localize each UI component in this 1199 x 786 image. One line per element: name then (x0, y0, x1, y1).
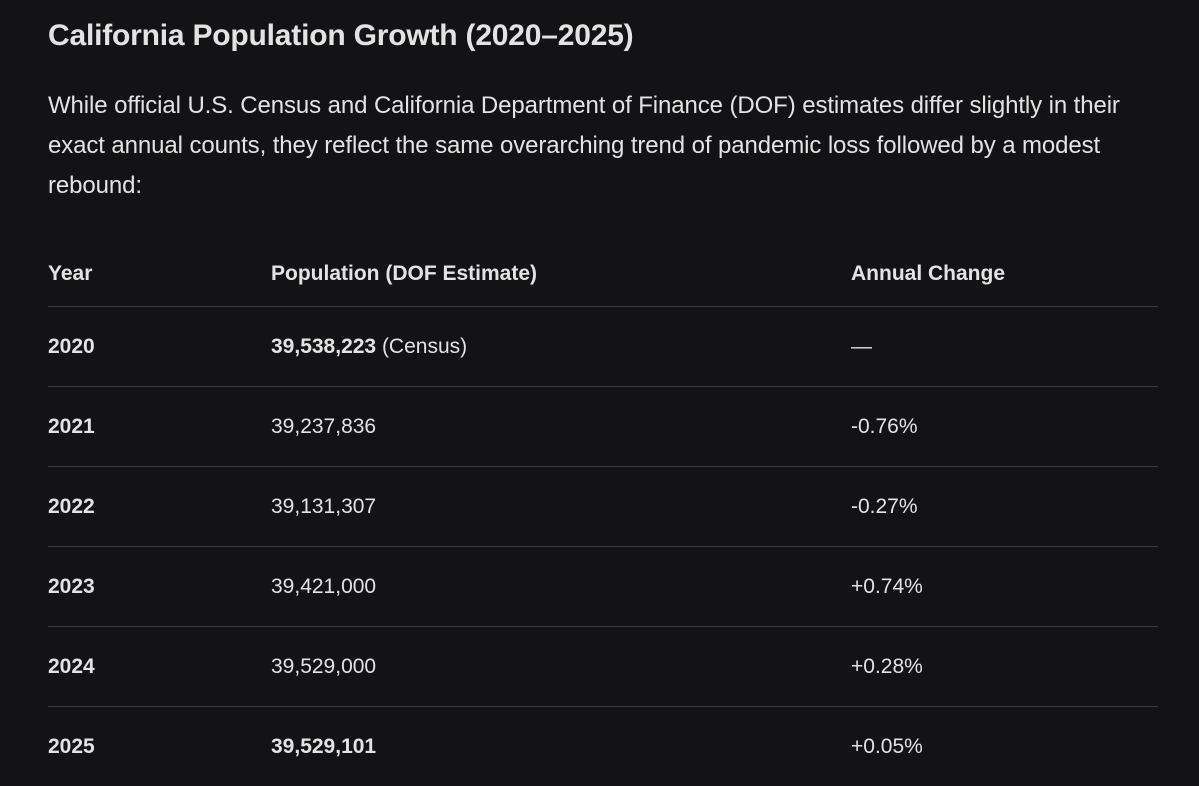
header-year: Year (48, 242, 271, 307)
table-row: 2025 39,529,101 +0.05% (48, 707, 1158, 786)
change-cell: — (851, 307, 1158, 387)
table-row: 2024 39,529,000 +0.28% (48, 627, 1158, 707)
table-header-row: Year Population (DOF Estimate) Annual Ch… (48, 242, 1158, 307)
population-note: (Census) (376, 335, 467, 358)
header-population: Population (DOF Estimate) (271, 242, 851, 307)
population-cell: 39,529,101 (271, 707, 851, 786)
change-cell: +0.05% (851, 707, 1158, 786)
section-heading: California Population Growth (2020–2025) (48, 0, 1158, 60)
population-table: Year Population (DOF Estimate) Annual Ch… (48, 242, 1158, 786)
year-cell: 2022 (48, 467, 271, 547)
population-value: 39,538,223 (271, 335, 376, 358)
change-cell: +0.28% (851, 627, 1158, 707)
year-cell: 2020 (48, 307, 271, 387)
year-cell: 2021 (48, 387, 271, 467)
change-cell: -0.76% (851, 387, 1158, 467)
population-cell: 39,237,836 (271, 387, 851, 467)
population-cell: 39,421,000 (271, 547, 851, 627)
population-cell: 39,529,000 (271, 627, 851, 707)
population-cell: 39,538,223 (Census) (271, 307, 851, 387)
change-cell: -0.27% (851, 467, 1158, 547)
year-cell: 2023 (48, 547, 271, 627)
change-cell: +0.74% (851, 547, 1158, 627)
response-content: California Population Growth (2020–2025)… (48, 0, 1158, 786)
table-row: 2023 39,421,000 +0.74% (48, 547, 1158, 627)
table-row: 2022 39,131,307 -0.27% (48, 467, 1158, 547)
table-row: 2020 39,538,223 (Census) — (48, 307, 1158, 387)
year-cell: 2024 (48, 627, 271, 707)
header-annual-change: Annual Change (851, 242, 1158, 307)
table-row: 2021 39,237,836 -0.76% (48, 387, 1158, 467)
intro-paragraph: While official U.S. Census and Californi… (48, 86, 1158, 206)
year-cell: 2025 (48, 707, 271, 786)
population-cell: 39,131,307 (271, 467, 851, 547)
